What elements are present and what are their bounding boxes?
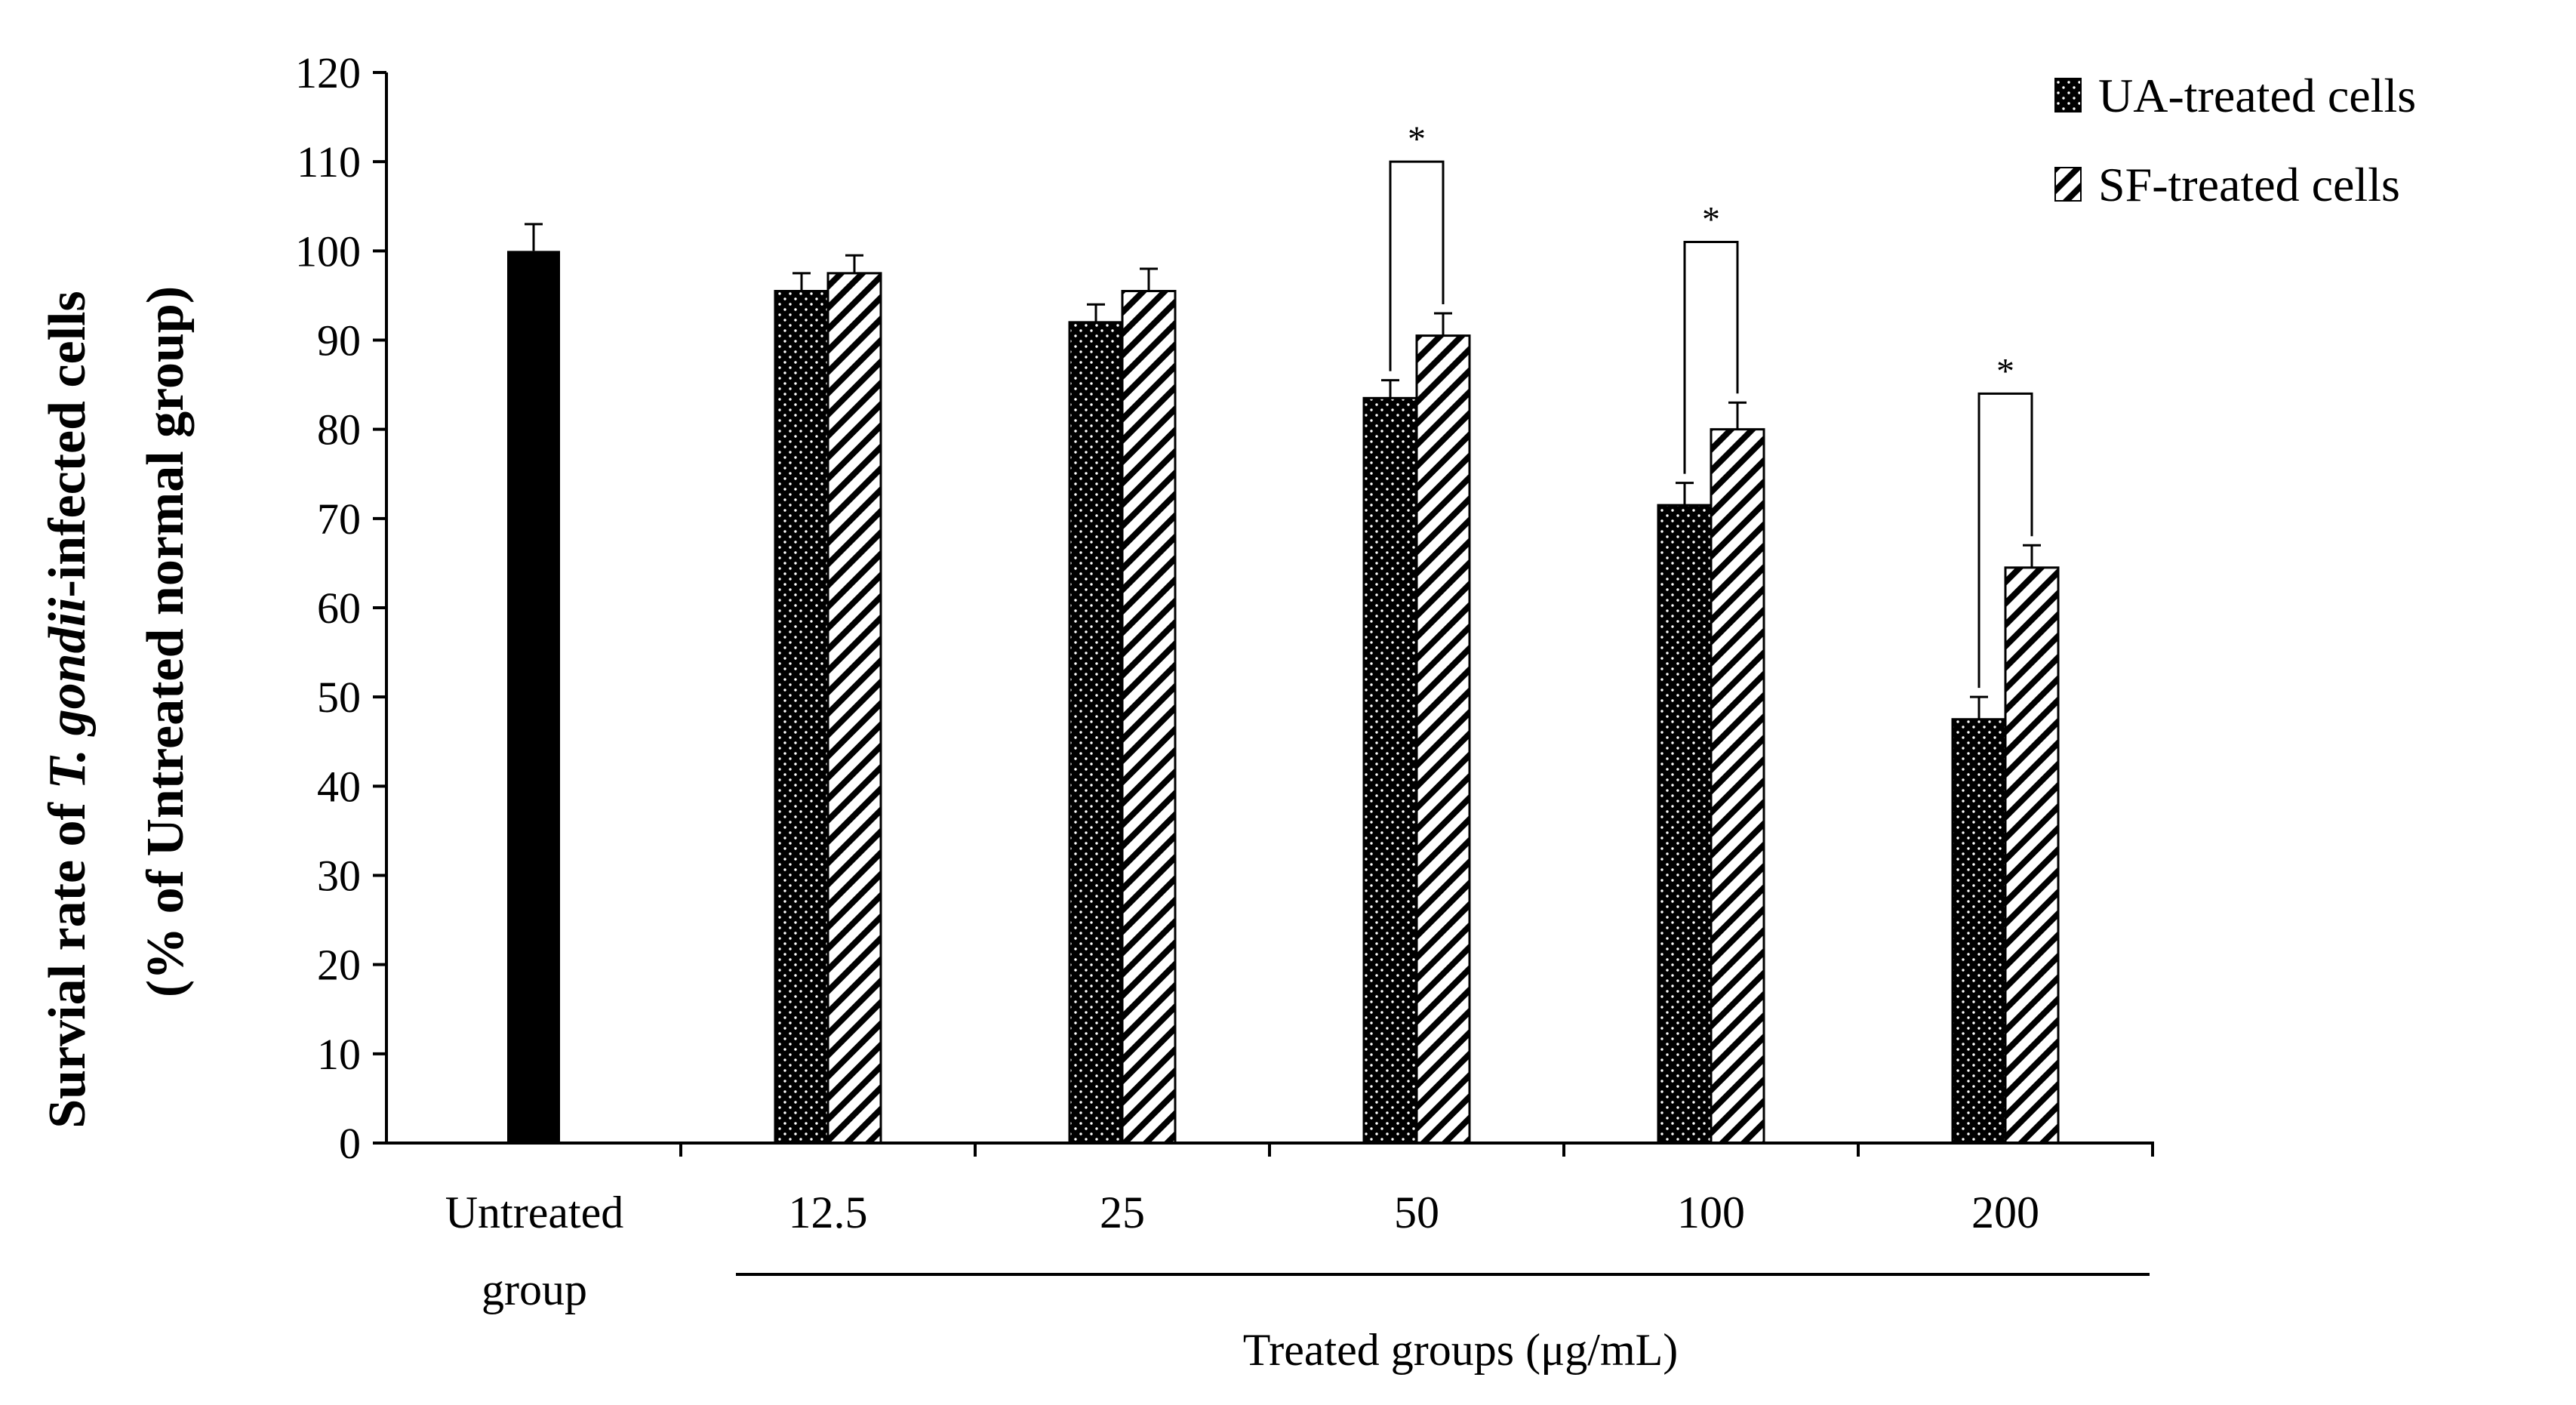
y-tick-label: 120 xyxy=(295,48,361,97)
significance-star: * xyxy=(1996,351,2014,391)
significance-bracket xyxy=(1389,160,1445,371)
y-tick-label: 80 xyxy=(317,405,361,454)
bar-sf-25 xyxy=(1121,290,1177,1145)
x-tick-label: 200 xyxy=(1971,1188,2039,1237)
x-tick-label: 50 xyxy=(1394,1188,1439,1237)
y-tick-label: 110 xyxy=(297,137,361,186)
y-tick-label: 60 xyxy=(317,584,361,633)
y-tick-label: 0 xyxy=(339,1119,361,1168)
y-axis-title-line1: Survial rate of T. gondii-infected cells xyxy=(38,291,97,1129)
x-axis-title: Treated groups (μg/mL) xyxy=(1243,1325,1679,1375)
legend-label-ua: UA-treated cells xyxy=(2098,69,2416,122)
bar-untreated xyxy=(507,251,560,1143)
y-tick-label: 90 xyxy=(317,316,361,365)
legend-label-sf: SF-treated cells xyxy=(2098,158,2400,211)
y-tick-label: 10 xyxy=(317,1030,361,1079)
bar-sf-50 xyxy=(1415,334,1471,1145)
y-tick-label: 70 xyxy=(317,495,361,544)
y-tick-label: 50 xyxy=(317,673,361,722)
legend-swatch-sf xyxy=(2054,167,2082,202)
bar-sf-100 xyxy=(1710,428,1765,1145)
y-tick-label: 40 xyxy=(317,762,361,811)
y-tick-label: 20 xyxy=(317,941,361,990)
significance-bracket xyxy=(1683,241,1739,474)
bar-ua-12.5 xyxy=(774,290,829,1145)
bar-ua-50 xyxy=(1362,396,1418,1145)
bar-sf-12.5 xyxy=(826,272,882,1145)
x-tick-label-untreated-line2: group xyxy=(482,1265,587,1314)
bar-ua-25 xyxy=(1068,321,1124,1145)
x-tick-label: 25 xyxy=(1100,1188,1145,1237)
bar-sf-200 xyxy=(2004,566,2060,1145)
bar-ua-200 xyxy=(1951,718,2007,1145)
x-tick-label: 100 xyxy=(1677,1188,1745,1237)
significance-star: * xyxy=(1408,119,1426,159)
legend-swatch-ua xyxy=(2054,78,2082,112)
x-tick-label: 12.5 xyxy=(789,1188,868,1237)
bar-ua-100 xyxy=(1657,504,1713,1145)
y-axis-title-line2: (% of Untreated normal group) xyxy=(137,286,195,997)
y-tick-label: 30 xyxy=(317,852,361,901)
y-tick-label: 100 xyxy=(295,226,361,276)
significance-star: * xyxy=(1702,200,1720,240)
x-tick-label-untreated: Untreated xyxy=(445,1188,624,1237)
significance-bracket xyxy=(1977,392,2033,689)
